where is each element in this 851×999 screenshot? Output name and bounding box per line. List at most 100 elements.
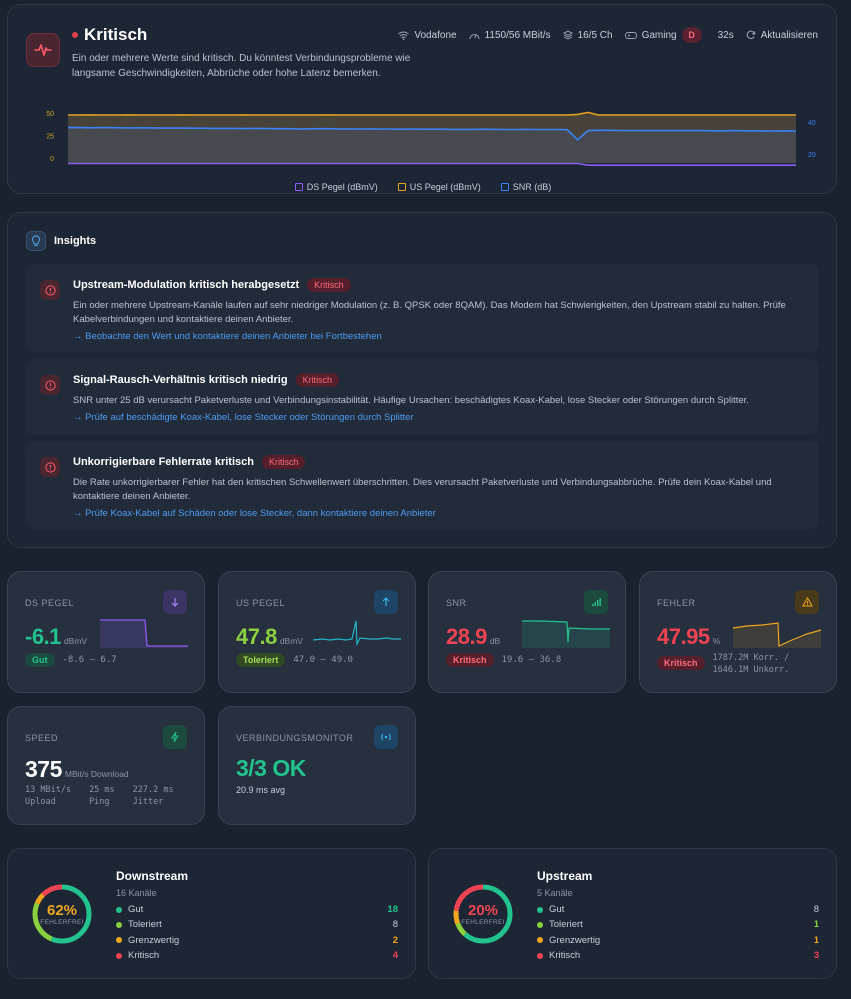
upstream-percent-label: FEHLERFREI — [461, 919, 505, 926]
legend-ds-swatch — [294, 183, 303, 191]
upstream-percent: 20% — [467, 902, 499, 919]
ds-level-unit: dBmV — [63, 636, 88, 646]
upstream-title: Upstream — [537, 869, 593, 883]
insight-item: Signal-Rausch-Verhältnis kritisch niedri… — [26, 359, 819, 435]
us-level-unit: dBmV — [279, 636, 303, 646]
chart-plot-area — [68, 115, 796, 163]
breakdown-row: Kritisch 4 — [116, 948, 398, 963]
right-axis-tick: 40 — [808, 120, 816, 127]
breakdown-label: Gut — [549, 904, 565, 916]
jitter-label: Jitter — [132, 797, 164, 807]
legend-snr-label: SNR (dB) — [512, 182, 552, 192]
error-card[interactable]: FEHLER 47.95% Kritisch 1787.2M Korr. / 16… — [639, 571, 837, 693]
upload-value: 13 MBit/s — [25, 785, 72, 795]
provider-info: Vodafone — [398, 30, 457, 41]
downstream-percent-label: FEHLERFREI — [40, 919, 84, 926]
downstream-donut-label: 62% FEHLERFREI — [30, 882, 94, 946]
series-line-1 — [68, 111, 796, 116]
breakdown-row: Grenzwertig 1 — [537, 933, 819, 948]
left-axis-tick: 25 — [46, 134, 54, 141]
upload-label: Upload — [25, 797, 56, 807]
upstream-count: 5 Kanäle — [537, 888, 573, 898]
legend-snr[interactable]: SNR (dB) — [500, 182, 552, 192]
error-sparkline — [732, 622, 822, 648]
us-level-label: US PEGEL — [236, 598, 286, 608]
breakdown-label: Toleriert — [549, 919, 583, 931]
speed-unit: MBit/s Download — [64, 769, 129, 779]
snr-value: 28.9 — [446, 624, 487, 649]
legend-ds[interactable]: DS Pegel (dBmV) — [294, 182, 378, 192]
snr-card[interactable]: SNR 28.9 dB Kritisch 19.6 – 36.8 — [428, 571, 626, 693]
monitor-avg: 20.9 ms avg — [236, 785, 286, 795]
donut-segment — [453, 884, 513, 944]
error-detail-uncorr: 1646.1M Unkorr. — [712, 665, 790, 675]
upstream-card: 20% FEHLERFREI Upstream 5 Kanäle Gut 8 To… — [428, 848, 837, 979]
legend-ds-label: DS Pegel (dBmV) — [306, 182, 378, 192]
insight-item: Upstream-Modulation kritisch herabgesetz… — [26, 264, 819, 352]
insight-action-link[interactable]: → Prüfe Koax-Kabel auf Schäden oder lose… — [73, 508, 436, 519]
breakdown-value: 3 — [813, 950, 819, 962]
left-axis-tick: 50 — [46, 111, 54, 118]
us-level-card[interactable]: US PEGEL 47.8 dBmV Toleriert 47.0 – 49.0 — [218, 571, 416, 693]
downstream-title: Downstream — [116, 869, 189, 883]
insight-badge: Kritisch — [307, 278, 351, 292]
donut-segment — [32, 884, 92, 944]
insight-body: Die Rate unkorrigierbarer Fehler hat den… — [73, 477, 772, 502]
jitter-value: 227.2 ms — [132, 785, 174, 795]
breakdown-label: Grenzwertig — [549, 934, 601, 946]
breakdown-row: Gut 18 — [116, 902, 398, 917]
breakdown-value: 18 — [387, 904, 398, 916]
insight-action-link[interactable]: → Beobachte den Wert und kontaktiere dei… — [73, 331, 382, 342]
upload-stat: 13 MBit/s Upload — [25, 784, 71, 808]
channels-text: 16/5 Ch — [577, 29, 613, 41]
insights-title: Insights — [54, 235, 97, 247]
downstream-percent: 62% — [46, 902, 78, 919]
insight-body: SNR unter 25 dB verursacht Paketverluste… — [73, 395, 749, 406]
breakdown-value: 1 — [813, 919, 819, 931]
insight-item: Unkorrigierbare Fehlerrate kritisch Kriti… — [26, 441, 819, 529]
downstream-count: 16 Kanäle — [116, 888, 157, 898]
breakdown-row: Gut 8 — [537, 902, 819, 917]
insight-action-link[interactable]: → Prüfe auf beschädigte Koax-Kabel, lose… — [73, 412, 414, 423]
alert-circle-icon — [40, 457, 60, 477]
gaming-grade-badge: D — [681, 27, 702, 43]
insight-title: Upstream-Modulation kritisch herabgesetz… — [73, 279, 300, 291]
connection-info-bar: Vodafone 1150/56 MBit/s 16/5 Ch Gaming D… — [398, 27, 818, 43]
error-status-badge: Kritisch — [657, 656, 705, 670]
us-level-value: 47.8 — [236, 624, 277, 649]
series-area — [68, 112, 796, 163]
error-label: FEHLER — [657, 598, 696, 608]
error-unit: % — [712, 636, 721, 646]
breakdown-row: Toleriert 1 — [537, 917, 819, 932]
insight-title: Unkorrigierbare Fehlerrate kritisch — [73, 456, 254, 468]
jitter-stat: 227.2 ms Jitter — [133, 784, 174, 808]
gaming-label: Gaming — [641, 29, 677, 41]
gaming-info: Gaming D — [624, 27, 702, 43]
insight-badge: Kritisch — [295, 373, 340, 387]
radar-icon — [374, 725, 398, 749]
lightning-icon — [163, 725, 187, 749]
legend-us-swatch — [397, 183, 406, 191]
channels-info: 16/5 Ch — [562, 29, 613, 41]
right-axis-tick: 20 — [808, 152, 816, 159]
speed-label: SPEED — [25, 733, 59, 743]
legend-snr-swatch — [500, 183, 509, 191]
ping-value: 25 ms — [89, 785, 115, 795]
left-axis-tick: 0 — [50, 156, 54, 163]
ds-level-card[interactable]: DS PEGEL -6.1 dBmV Gut -8.6 – 6.7 — [7, 571, 205, 693]
insight-title: Signal-Rausch-Verhältnis kritisch niedri… — [73, 374, 288, 386]
refresh-label: Aktualisieren — [760, 29, 818, 41]
error-value: 47.95 — [657, 624, 710, 649]
arrow-up-icon — [374, 590, 398, 614]
refresh-button[interactable]: Aktualisieren — [746, 30, 818, 41]
breakdown-value: 1 — [813, 934, 819, 946]
connection-monitor-card[interactable]: VERBINDUNGSMONITOR 3/3 OK 20.9 ms avg — [218, 706, 416, 825]
downstream-card: 62% FEHLERFREI Downstream 16 Kanäle Gut 1… — [7, 848, 416, 979]
ping-stat: 25 ms Ping — [89, 784, 115, 808]
snr-sparkline — [522, 620, 610, 648]
series-line-2 — [67, 126, 797, 141]
ds-level-value: -6.1 — [25, 624, 61, 649]
legend-us[interactable]: US Pegel (dBmV) — [397, 182, 481, 192]
speed-card[interactable]: SPEED 375 MBit/s Download 13 MBit/s Upload… — [7, 706, 205, 825]
us-range: 47.0 – 49.0 — [293, 655, 353, 665]
